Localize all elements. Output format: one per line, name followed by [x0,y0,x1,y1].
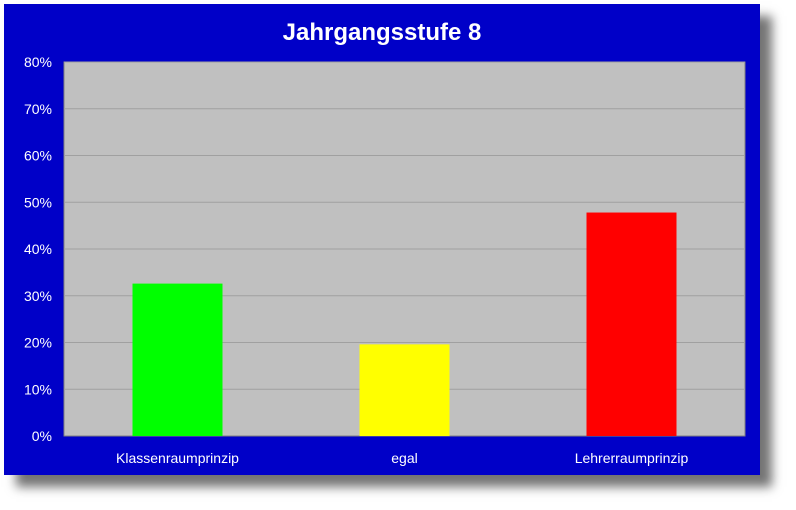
x-tick-label: Klassenraumprinzip [116,450,239,466]
y-tick-label: 30% [24,288,52,304]
chart-frame: Jahrgangsstufe 8 0% 10% 20% 30% 40% 50% 60% 70%… [4,4,760,475]
bars [132,212,677,436]
bar-klassenraumprinzip [132,283,223,436]
y-tick-label: 0% [32,428,52,444]
y-tick-label: 70% [24,101,52,117]
y-tick-label: 80% [24,54,52,70]
y-tick-label: 60% [24,148,52,164]
y-tick-label: 40% [24,241,52,257]
x-tick-label: egal [391,450,417,466]
chart-title: Jahrgangsstufe 8 [282,19,482,46]
bar-lehrerraumprinzip [586,212,677,436]
y-tick-label: 50% [24,194,52,210]
y-axis-tick-labels: 0% 10% 20% 30% 40% 50% 60% 70% 80% [24,54,52,444]
bar-egal [359,344,450,436]
x-axis-tick-labels: Klassenraumprinzip egal Lehrerraumprinzip [116,450,688,466]
y-tick-label: 10% [24,381,52,397]
x-tick-label: Lehrerraumprinzip [575,450,689,466]
bar-chart: 0% 10% 20% 30% 40% 50% 60% 70% 80% Klassenraumpr… [24,54,746,466]
y-tick-label: 20% [24,335,52,351]
